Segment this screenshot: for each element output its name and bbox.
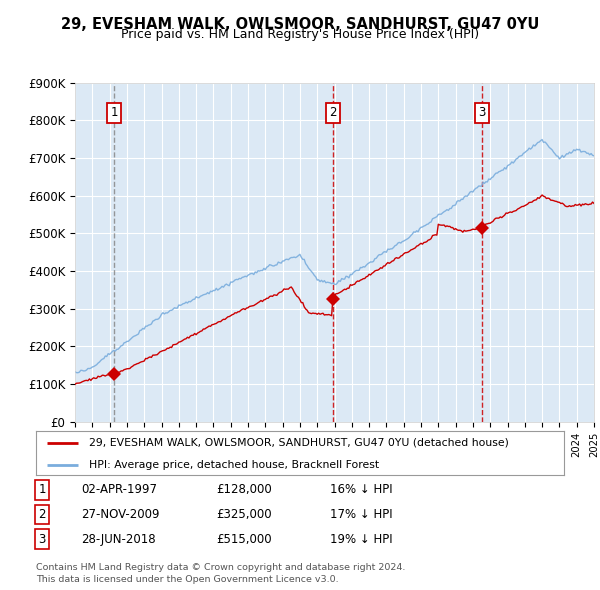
- Text: 29, EVESHAM WALK, OWLSMOOR, SANDHURST, GU47 0YU: 29, EVESHAM WALK, OWLSMOOR, SANDHURST, G…: [61, 17, 539, 31]
- Text: 2: 2: [329, 106, 337, 119]
- Text: 1: 1: [38, 483, 46, 496]
- Text: HPI: Average price, detached house, Bracknell Forest: HPI: Average price, detached house, Brac…: [89, 460, 379, 470]
- Text: 17% ↓ HPI: 17% ↓ HPI: [330, 508, 392, 521]
- Text: This data is licensed under the Open Government Licence v3.0.: This data is licensed under the Open Gov…: [36, 575, 338, 584]
- Text: 2: 2: [38, 508, 46, 521]
- Text: 16% ↓ HPI: 16% ↓ HPI: [330, 483, 392, 496]
- Text: 02-APR-1997: 02-APR-1997: [81, 483, 157, 496]
- Text: £128,000: £128,000: [216, 483, 272, 496]
- Text: Contains HM Land Registry data © Crown copyright and database right 2024.: Contains HM Land Registry data © Crown c…: [36, 563, 406, 572]
- Text: 19% ↓ HPI: 19% ↓ HPI: [330, 533, 392, 546]
- Text: £325,000: £325,000: [216, 508, 272, 521]
- Text: £515,000: £515,000: [216, 533, 272, 546]
- Text: 3: 3: [478, 106, 485, 119]
- Text: 1: 1: [110, 106, 118, 119]
- Text: 29, EVESHAM WALK, OWLSMOOR, SANDHURST, GU47 0YU (detached house): 29, EVESHAM WALK, OWLSMOOR, SANDHURST, G…: [89, 438, 509, 448]
- Text: Price paid vs. HM Land Registry's House Price Index (HPI): Price paid vs. HM Land Registry's House …: [121, 28, 479, 41]
- Text: 3: 3: [38, 533, 46, 546]
- Text: 28-JUN-2018: 28-JUN-2018: [81, 533, 155, 546]
- Text: 27-NOV-2009: 27-NOV-2009: [81, 508, 160, 521]
